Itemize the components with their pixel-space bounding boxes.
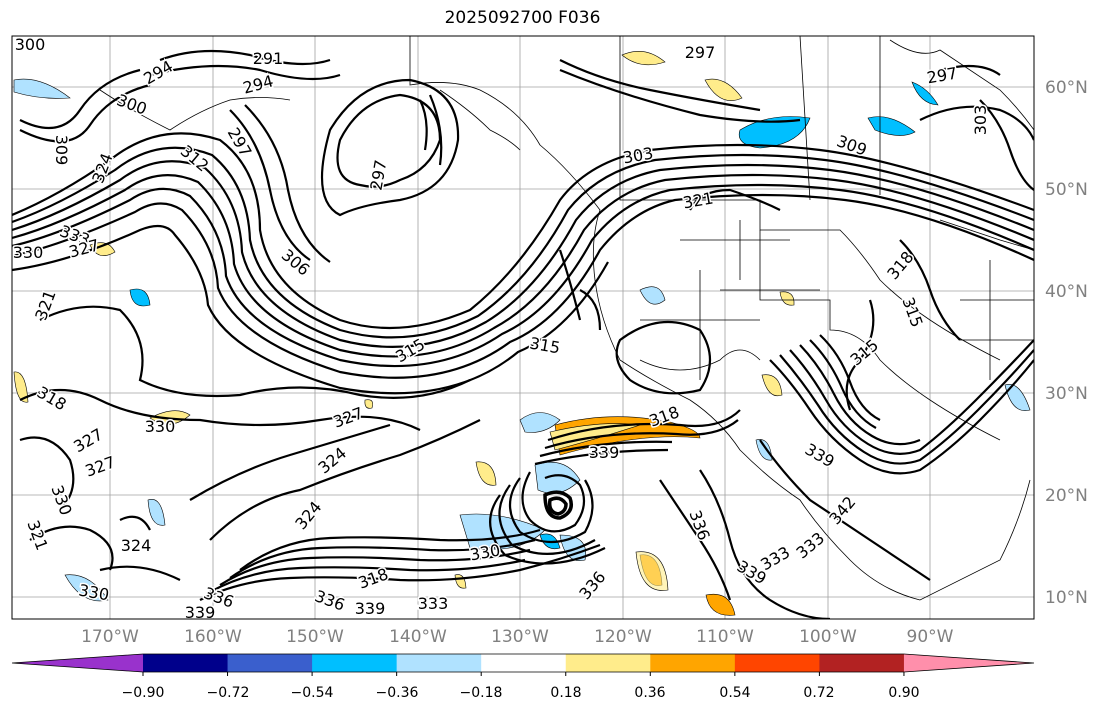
colorbar-bin — [650, 654, 736, 672]
lon-label: 90°W — [907, 627, 954, 647]
longitude-labels: 170°W 160°W 150°W 140°W 130°W 120°W 110°… — [81, 627, 954, 647]
blob-blue — [534, 461, 581, 494]
colorbar — [11, 653, 1035, 676]
latitude-labels: 60°N 50°N 40°N 30°N 20°N 10°N — [1045, 78, 1088, 608]
lon-label: 140°W — [389, 627, 447, 647]
lon-label: 150°W — [286, 627, 344, 647]
contour-label: 339 — [185, 603, 216, 622]
blob-yellow — [149, 410, 191, 425]
lon-label: 100°W — [799, 627, 857, 647]
blob-yellow — [621, 50, 666, 66]
colorbar-tick-label: −0.36 — [376, 685, 419, 701]
colorbar-bin — [312, 654, 398, 672]
blob-blue — [64, 574, 109, 602]
colorbar-tick-label: 0.18 — [550, 685, 581, 701]
blob-blue — [755, 439, 773, 461]
colorbar-extend-min — [12, 654, 143, 672]
lat-label: 20°N — [1045, 486, 1088, 506]
lat-label: 10°N — [1045, 588, 1088, 608]
contour-label: 330 — [77, 580, 110, 604]
colorbar-tick-label: −0.72 — [207, 685, 250, 701]
blob-orange — [705, 593, 736, 616]
lon-label: 120°W — [594, 627, 652, 647]
contour-label: 330 — [145, 417, 176, 436]
blob-yellow — [13, 371, 29, 403]
contour-label: 339 — [355, 599, 386, 618]
colorbar-tick-label: −0.18 — [460, 685, 503, 701]
colorbar-bin — [143, 654, 229, 672]
lon-label: 130°W — [491, 627, 549, 647]
colorbar-bin — [819, 654, 905, 672]
blob-blue — [519, 412, 561, 433]
blob-blue — [738, 116, 811, 149]
colorbar-ticks: −0.90 −0.72 −0.54 −0.36 −0.18 0.18 0.36 … — [122, 685, 920, 701]
colorbar-bin — [396, 654, 482, 672]
contour-label: 303 — [971, 105, 990, 136]
colorbar-tick-label: 0.54 — [719, 685, 750, 701]
lat-label: 30°N — [1045, 384, 1088, 404]
colorbar-tick-label: 0.90 — [888, 685, 919, 701]
blob-blue — [13, 78, 71, 99]
colorbar-bin — [227, 654, 313, 672]
blob-blue — [147, 498, 166, 526]
contour-label: 291 — [253, 49, 284, 68]
contour-label: 339 — [589, 443, 620, 462]
blob-yellow — [475, 461, 497, 486]
colorbar-bin — [565, 654, 651, 672]
contour-label: 297 — [685, 43, 716, 62]
colorbar-tick-label: −0.90 — [122, 685, 165, 701]
lon-label: 170°W — [81, 627, 139, 647]
colorbar-tick-label: −0.54 — [291, 685, 334, 701]
contour-label: 309 — [52, 135, 71, 166]
contour-label: 300 — [15, 35, 46, 54]
lat-label: 40°N — [1045, 282, 1088, 302]
blob-yellow — [779, 291, 795, 306]
contour-lines — [12, 49, 1034, 619]
blob-yellow — [761, 374, 783, 397]
lat-label: 50°N — [1045, 180, 1088, 200]
colorbar-bin — [734, 654, 820, 672]
blob-blue — [639, 286, 666, 305]
colorbar-tick-label: 0.72 — [803, 685, 834, 701]
blob-blue — [911, 81, 939, 106]
blob-yellow — [89, 242, 116, 257]
lat-label: 60°N — [1045, 78, 1088, 98]
blob-yellow — [635, 551, 669, 591]
colorbar-tick-label: 0.36 — [634, 685, 665, 701]
colorbar-extend-max — [903, 654, 1034, 672]
contour-label: 333 — [418, 594, 449, 613]
chart-title: 2025092700 F036 — [444, 8, 601, 28]
map-frame — [11, 35, 1035, 620]
blob-blue — [129, 288, 151, 307]
blob-yellow — [704, 78, 743, 101]
lon-label: 160°W — [184, 627, 242, 647]
lon-label: 110°W — [696, 627, 754, 647]
colorbar-bin — [481, 654, 567, 672]
contour-label: 324 — [121, 536, 152, 555]
contour-label: 330 — [13, 243, 44, 262]
blob-yellow — [364, 399, 373, 409]
